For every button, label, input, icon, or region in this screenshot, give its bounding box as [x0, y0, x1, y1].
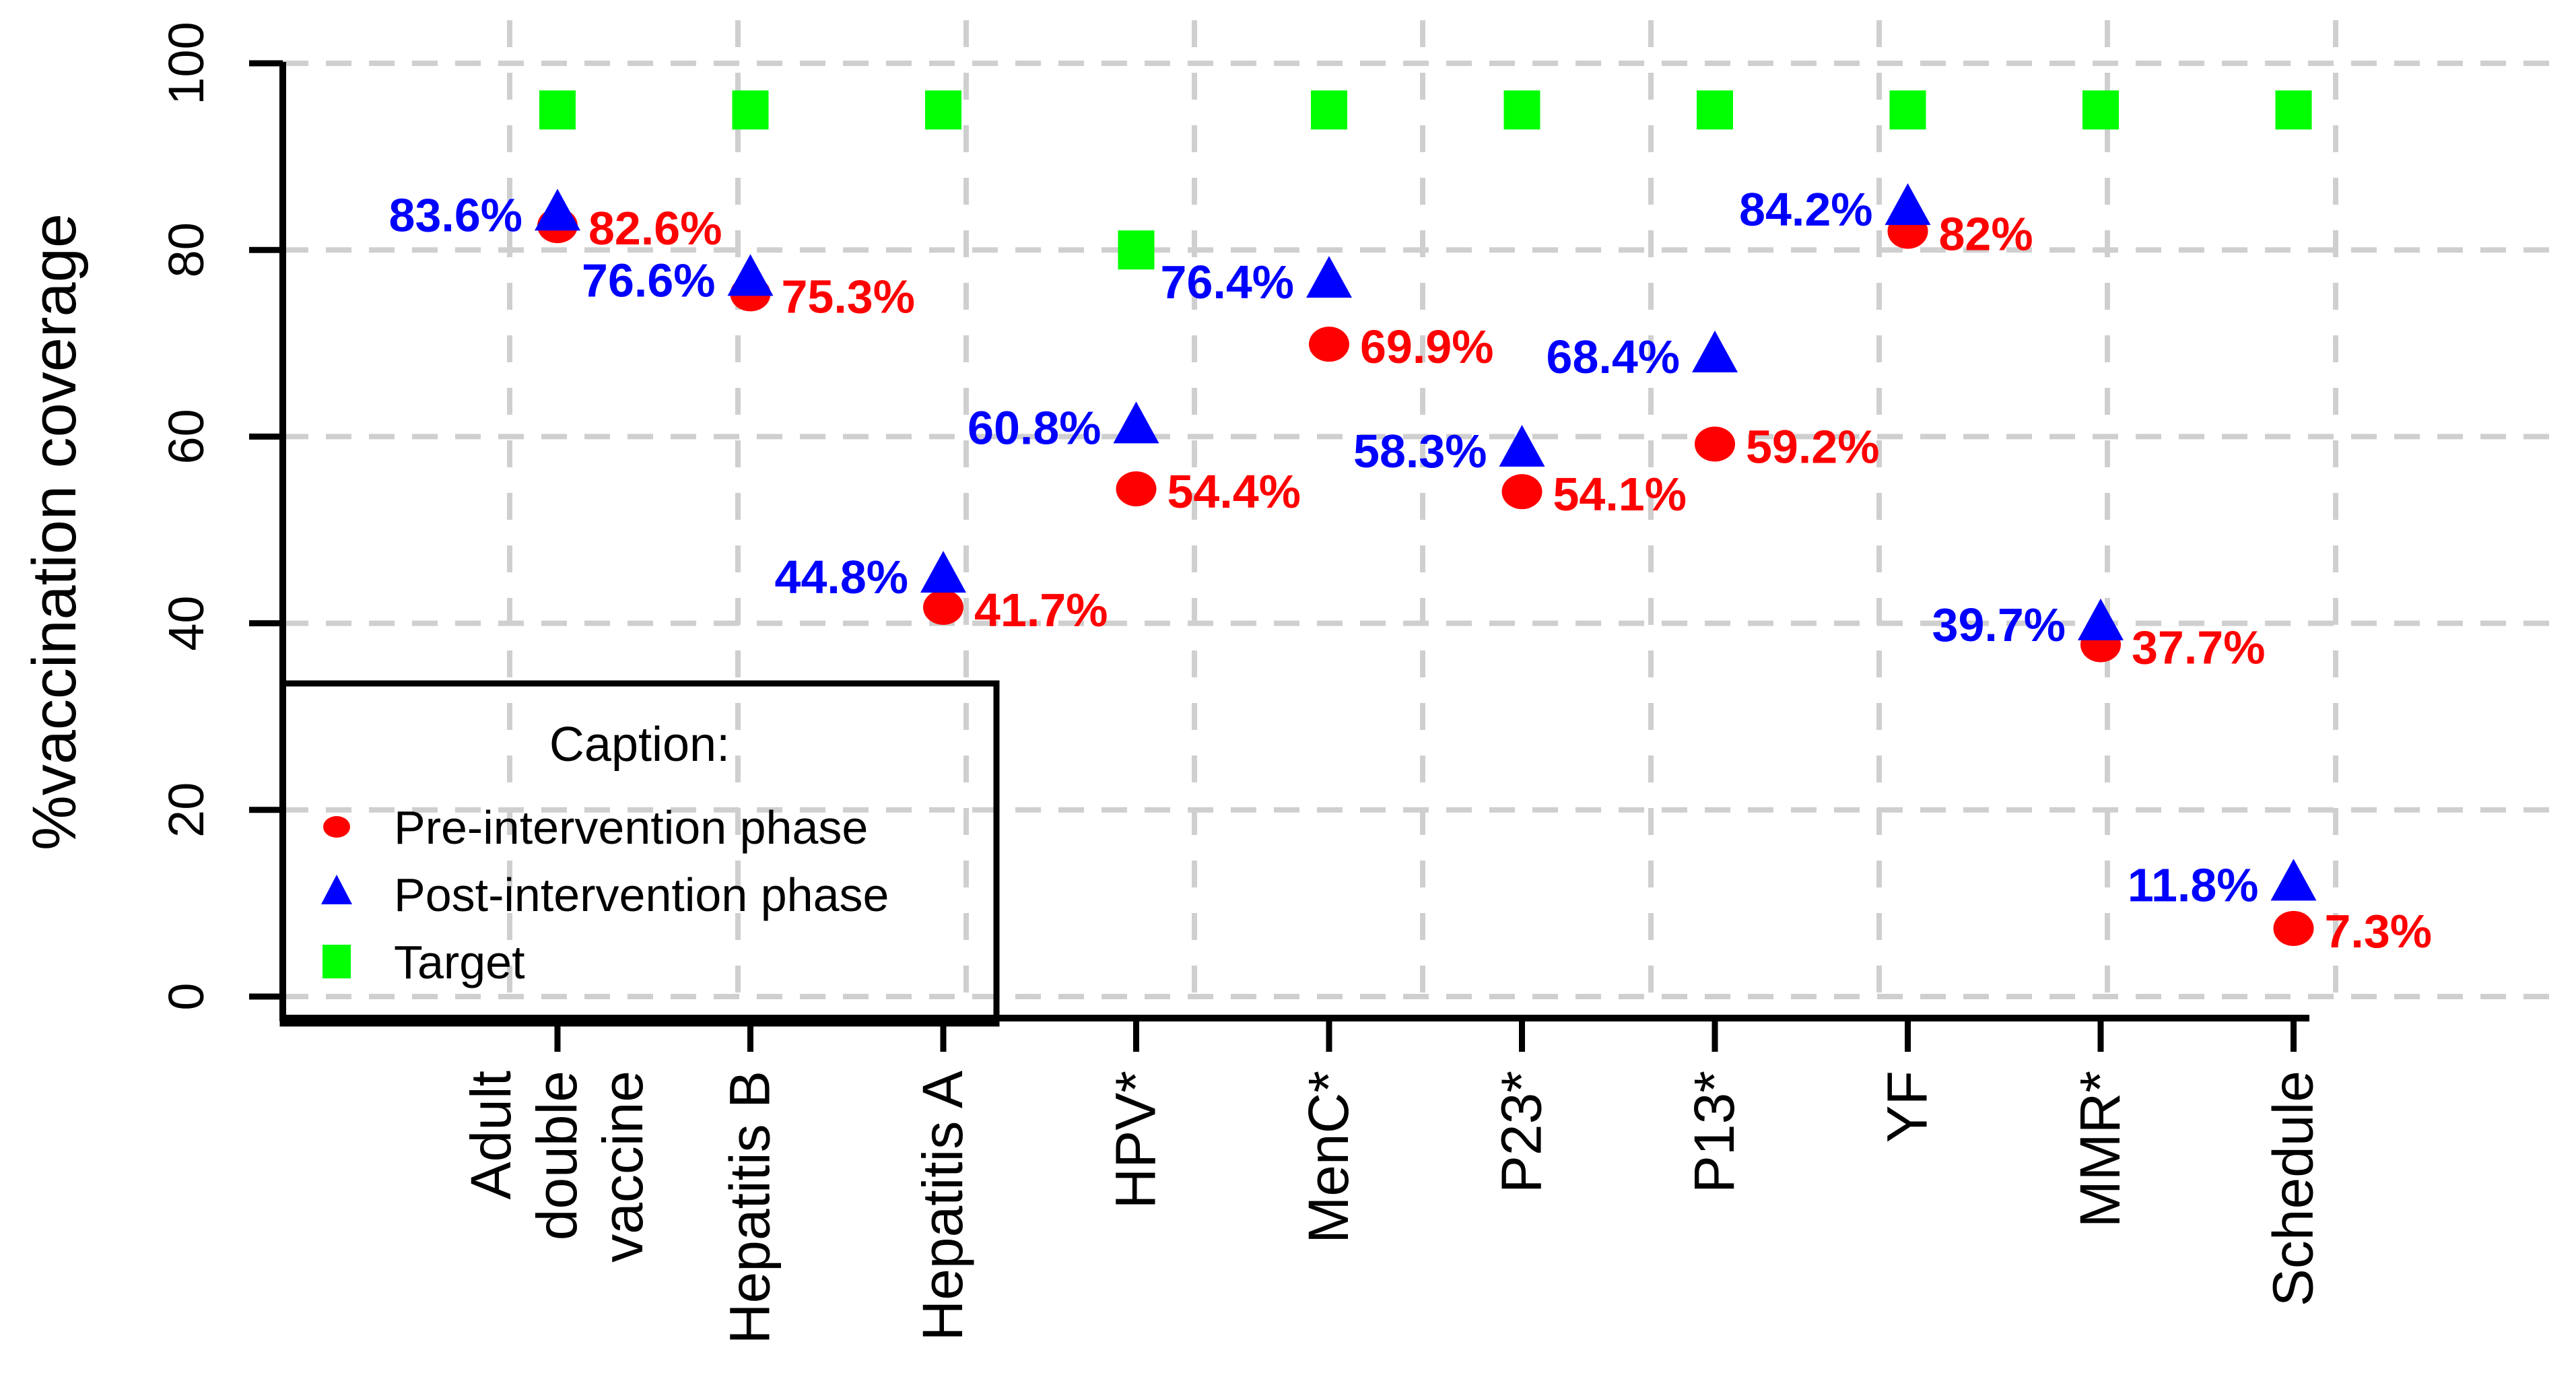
post-intervention-marker: [1113, 401, 1159, 444]
y-tick-label: 100: [158, 22, 214, 104]
pre-intervention-marker: [2273, 910, 2314, 946]
target-marker: [1118, 230, 1155, 270]
post-intervention-marker: [1692, 331, 1738, 373]
post-intervention-marker: [920, 551, 966, 593]
pre-intervention-marker: [1309, 327, 1349, 362]
x-tick-label: Schedule: [2262, 1071, 2325, 1306]
legend-box: [279, 680, 1000, 1027]
y-tick-label: 80: [158, 222, 214, 277]
pre-intervention-marker: [923, 590, 963, 626]
post-intervention-marker: [2078, 598, 2124, 640]
post-intervention-marker: [2270, 859, 2317, 901]
target-marker: [1311, 90, 1347, 130]
post-intervention-marker: [1499, 425, 1545, 467]
legend-label: Post-intervention phase: [394, 869, 889, 921]
post-intervention-value-label: 44.8%: [775, 551, 908, 603]
post-intervention-marker: [1306, 256, 1352, 298]
target-marker: [1697, 90, 1733, 130]
target-marker: [539, 90, 576, 130]
post-intervention-value-label: 76.4%: [1161, 256, 1294, 308]
target-marker: [2275, 90, 2312, 130]
x-tick-label: P23*: [1490, 1071, 1553, 1193]
x-tick-label: P13*: [1683, 1071, 1746, 1193]
x-tick-label: Hepatitis A: [911, 1071, 974, 1341]
post-intervention-marker: [535, 189, 580, 231]
pre-intervention-value-label: 7.3%: [2325, 905, 2433, 958]
pre-intervention-marker: [1116, 471, 1157, 507]
post-intervention-value-label: 11.8%: [2128, 859, 2259, 911]
pre-intervention-value-label: 54.4%: [1167, 465, 1301, 518]
pre-intervention-value-label: 41.7%: [974, 584, 1108, 636]
post-intervention-marker: [1885, 183, 1931, 226]
x-tick-label: Hepatitis B: [718, 1071, 782, 1344]
target-marker: [925, 90, 961, 130]
post-intervention-value-label: 76.6%: [582, 254, 715, 306]
pre-intervention-value-label: 69.9%: [1360, 321, 1493, 373]
legend-label: Pre-intervention phase: [394, 801, 868, 854]
post-intervention-value-label: 84.2%: [1739, 183, 1872, 236]
y-tick-label: 0: [158, 982, 214, 1010]
target-marker: [1503, 90, 1540, 130]
target-marker: [1889, 90, 1926, 130]
legend-square-icon: [323, 945, 351, 978]
pre-intervention-value-label: 37.7%: [2132, 621, 2265, 673]
pre-intervention-value-label: 82%: [1939, 207, 2033, 260]
target-marker: [2082, 90, 2119, 130]
pre-intervention-marker: [1501, 474, 1543, 510]
legend-label: Target: [394, 936, 525, 988]
target-marker: [732, 90, 769, 130]
x-tick-label: MMR*: [2068, 1071, 2132, 1228]
post-intervention-value-label: 58.3%: [1353, 425, 1487, 477]
post-intervention-value-label: 68.4%: [1547, 331, 1680, 383]
pre-intervention-value-label: 59.2%: [1746, 420, 1879, 473]
y-tick-label: 40: [158, 595, 214, 650]
post-intervention-value-label: 60.8%: [968, 401, 1101, 454]
x-tick-label: Adultdoublevaccine: [459, 1071, 654, 1263]
pre-intervention-value-label: 82.6%: [588, 202, 722, 255]
legend-title: Caption:: [549, 718, 730, 772]
y-axis-title: %vaccination coverage: [20, 213, 89, 850]
post-intervention-value-label: 39.7%: [1932, 599, 2066, 651]
pre-intervention-value-label: 54.1%: [1553, 468, 1687, 520]
post-intervention-marker: [727, 254, 774, 296]
y-tick-label: 20: [158, 782, 214, 838]
x-tick-label: YF: [1876, 1071, 1939, 1143]
legend-triangle-icon: [321, 874, 352, 904]
pre-intervention-marker: [1695, 426, 1735, 462]
x-tick-label: MenC*: [1297, 1071, 1360, 1244]
x-tick-label: HPV*: [1104, 1071, 1167, 1209]
post-intervention-value-label: 83.6%: [389, 189, 522, 241]
y-tick-label: 60: [158, 409, 214, 464]
legend-circle-icon: [323, 816, 350, 838]
pre-intervention-value-label: 75.3%: [782, 270, 915, 323]
